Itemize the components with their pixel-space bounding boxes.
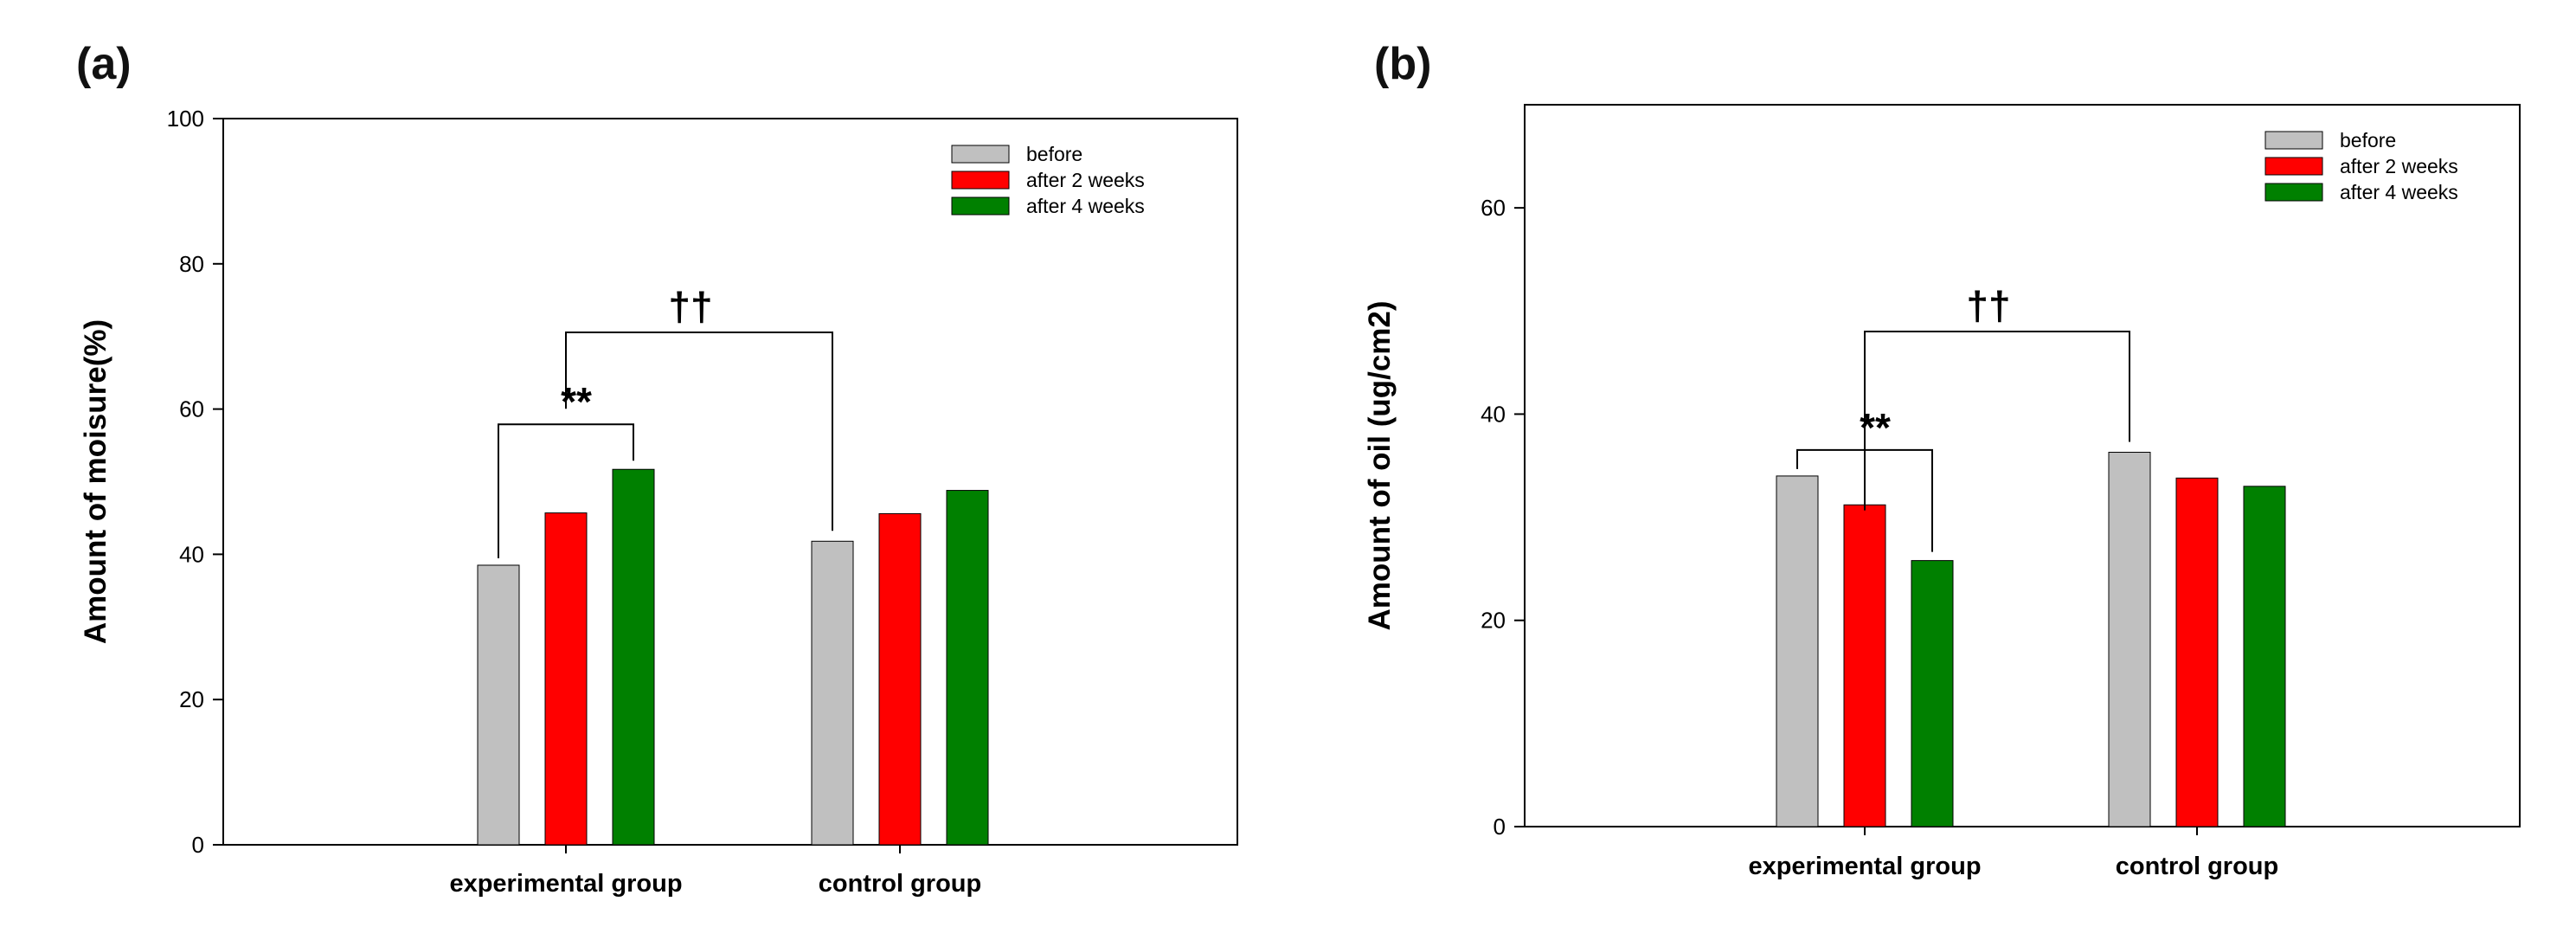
y-tick-label: 20 — [1481, 608, 1506, 634]
y-axis-title: Amount of moisure(%) — [79, 319, 112, 644]
chart-a: 0 20 40 60 80 100 Amount of moisure(%) experime… — [79, 106, 1238, 898]
legend-swatch — [2264, 131, 2323, 150]
bar — [477, 564, 520, 846]
bar — [811, 540, 854, 846]
legend-swatch — [2264, 183, 2323, 202]
bar — [2243, 486, 2286, 827]
y-tick-label: 0 — [192, 832, 204, 858]
chart-panel-b: (b) 0 20 40 60 Amount of oil (ug/cm2) experim… — [1288, 0, 2576, 940]
legend-label: before — [2340, 129, 2396, 151]
legend-label: after 2 weeks — [1026, 169, 1145, 191]
bar — [2108, 452, 2151, 827]
bar — [612, 468, 655, 846]
bar — [1843, 504, 1886, 827]
panel-label: (a) — [76, 39, 132, 89]
category-label: experimental group — [1748, 853, 1981, 880]
significance-label: †† — [668, 284, 712, 329]
bar — [544, 512, 588, 846]
significance-bracket — [498, 423, 634, 558]
panel-label: (b) — [1374, 39, 1432, 89]
significance-label: †† — [1966, 283, 2010, 328]
significance-bracket — [1864, 331, 2130, 511]
bar — [946, 490, 989, 846]
category-label: control group — [819, 870, 981, 898]
bar — [2175, 477, 2219, 827]
y-tick-label: 40 — [1481, 401, 1506, 427]
legend-swatch — [951, 171, 1010, 190]
y-tick-label: 20 — [179, 686, 204, 712]
legend-label: after 4 weeks — [1026, 195, 1145, 217]
legend-swatch — [951, 145, 1010, 164]
y-tick-label: 0 — [1494, 814, 1506, 840]
category-label: experimental group — [449, 870, 682, 898]
plot-frame — [1524, 104, 2521, 827]
y-tick-label: 60 — [179, 396, 204, 422]
chart-panel-a: (a) 0 20 40 60 80 100 Amount of moisure(%) expe… — [76, 39, 1238, 898]
plot-frame — [222, 118, 1238, 846]
category-label: control group — [2116, 853, 2278, 880]
y-tick-label: 100 — [167, 106, 204, 132]
legend-swatch — [2264, 157, 2323, 176]
y-tick-label: 60 — [1481, 195, 1506, 221]
legend-swatch — [951, 196, 1010, 216]
bar — [1911, 560, 1954, 827]
y-axis-title: Amount of oil (ug/cm2) — [1363, 300, 1397, 630]
bar — [878, 512, 922, 846]
legend-label: after 2 weeks — [2340, 155, 2458, 177]
legend-label: before — [1026, 143, 1082, 165]
significance-bracket — [565, 332, 833, 531]
chart-b: 0 20 40 60 Amount of oil (ug/cm2) experimenta… — [1363, 104, 2521, 880]
legend-label: after 4 weeks — [2340, 181, 2458, 203]
y-tick-label: 40 — [179, 541, 204, 567]
bar — [1776, 475, 1819, 827]
y-tick-label: 80 — [179, 251, 204, 277]
